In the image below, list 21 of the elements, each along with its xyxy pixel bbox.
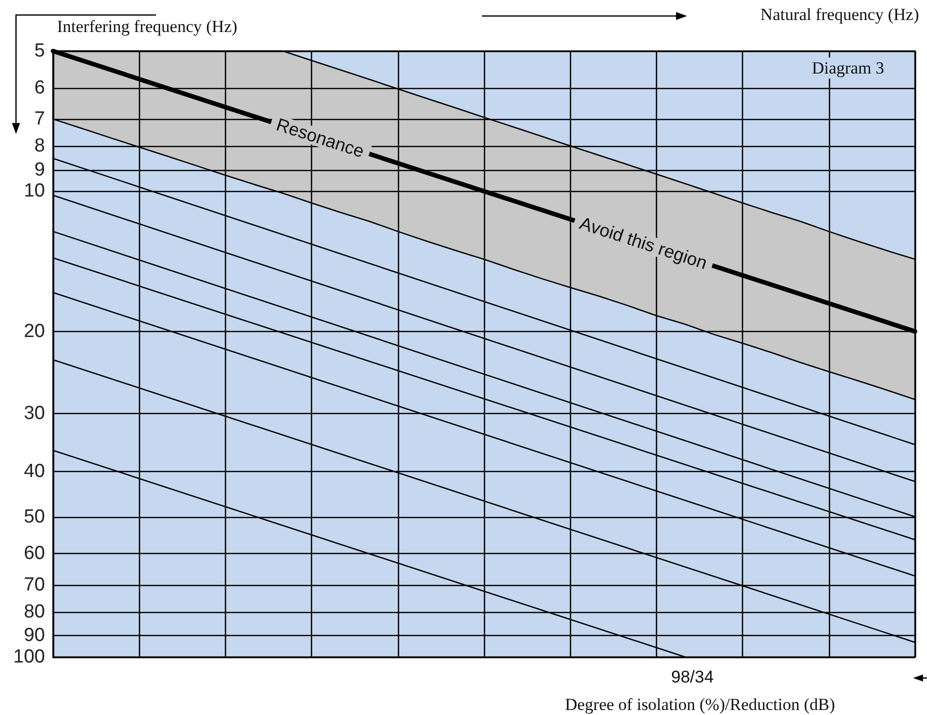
y-tick-label: 40 — [24, 461, 45, 482]
x-axis-title: Natural frequency (Hz) — [760, 5, 919, 24]
y-tick-label: 100 — [13, 646, 45, 668]
y-tick-label: 5 — [34, 40, 45, 62]
y-tick-label: 20 — [24, 320, 45, 342]
annotation: Avoid this region — [577, 213, 710, 274]
y-tick-label: 90 — [24, 625, 45, 646]
y-axis-title: Interfering frequency (Hz) — [57, 17, 238, 36]
annotation: Diagram 3 — [812, 58, 884, 78]
y-tick-label: 60 — [24, 543, 45, 564]
y-tick-label: 6 — [34, 77, 45, 98]
y-tick-label: 70 — [24, 574, 45, 596]
y-tick-label: 30 — [24, 402, 45, 424]
y-tick-label: 8 — [34, 136, 45, 157]
y-tick-label: 10 — [24, 180, 45, 202]
series-label: 98/34 — [671, 668, 714, 686]
y-tick-label: 80 — [24, 601, 45, 622]
y-tick-label: 7 — [34, 108, 45, 130]
text: Degree of isolation (%)/Reduction (dB) — [564, 695, 836, 714]
y-tick-label: 50 — [24, 506, 45, 528]
y-tick-label: 9 — [34, 159, 45, 180]
